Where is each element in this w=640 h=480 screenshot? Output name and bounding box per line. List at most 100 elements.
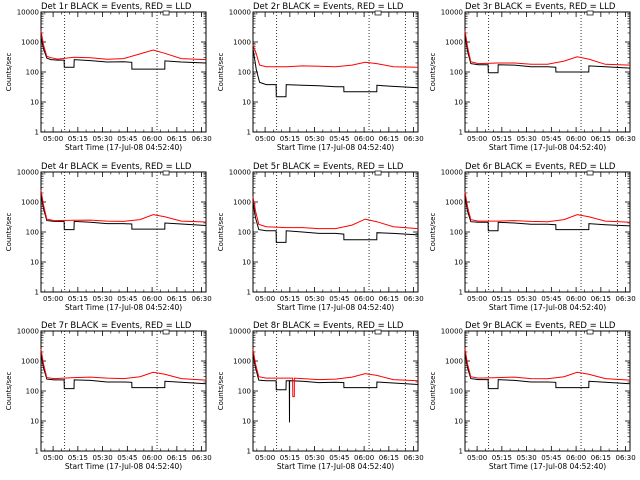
x-tick-label: 05:00 — [255, 295, 275, 303]
y-axis-label: Counts/sec — [5, 372, 13, 411]
x-tick-label: 05:45 — [329, 454, 349, 462]
x-tick-label: 06:30 — [404, 295, 424, 303]
x-tick-label: 05:00 — [467, 454, 487, 462]
panel-title: Det 9r BLACK = Events, RED = LLD — [465, 321, 616, 331]
x-tick-label: 05:30 — [305, 454, 325, 462]
x-tick-label: 05:30 — [93, 135, 113, 143]
lld-series-line — [464, 30, 631, 66]
x-tick-label: 05:30 — [517, 454, 537, 462]
panel-title: Det 1r BLACK = Events, RED = LLD — [41, 2, 192, 12]
y-tick-label: 1 — [35, 448, 39, 456]
marker-box — [586, 10, 594, 16]
y-tick-label: 100 — [26, 69, 39, 77]
lld-series-line — [252, 44, 419, 68]
y-tick-label: 10000 — [229, 328, 251, 336]
y-tick-label: 100 — [26, 388, 39, 396]
x-tick-label: 06:15 — [167, 295, 187, 303]
y-tick-label: 1 — [247, 129, 251, 137]
y-tick-label: 10000 — [229, 9, 251, 17]
y-tick-label: 10 — [242, 418, 251, 426]
x-tick-label: 06:15 — [379, 454, 399, 462]
y-tick-label: 10 — [454, 259, 463, 267]
x-tick-label: 05:15 — [68, 135, 88, 143]
lld-series-line — [40, 30, 207, 61]
detector-panel: Det 5r BLACK = Events, RED = LLD 1 10 100 10… — [217, 162, 424, 312]
x-tick-label: 05:45 — [541, 295, 561, 303]
x-tick-label: 05:15 — [492, 454, 512, 462]
y-tick-label: 100 — [450, 69, 463, 77]
x-tick-label: 06:30 — [192, 135, 212, 143]
plot-frame — [252, 330, 419, 452]
y-axis-label: Counts/sec — [429, 53, 437, 92]
x-axis-label: Start Time (17-Jul-08 04:52:40) — [65, 143, 182, 152]
x-tick-label: 06:15 — [167, 135, 187, 143]
marker-box — [374, 170, 382, 176]
y-tick-label: 100 — [450, 229, 463, 237]
y-tick-label: 10000 — [441, 328, 463, 336]
plot-frame — [252, 11, 419, 133]
lld-series-line — [40, 349, 207, 381]
marker-box — [374, 329, 382, 335]
y-tick-label: 10000 — [17, 328, 39, 336]
marker-box — [586, 170, 594, 176]
x-tick-label: 05:30 — [93, 454, 113, 462]
plot-frame — [40, 11, 207, 133]
x-tick-label: 05:15 — [280, 295, 300, 303]
y-tick-label: 10 — [30, 259, 39, 267]
events-series-line — [40, 194, 207, 231]
y-tick-label: 1 — [459, 129, 463, 137]
x-tick-label: 06:00 — [566, 295, 586, 303]
x-axis-label: Start Time (17-Jul-08 04:52:40) — [489, 303, 606, 312]
y-tick-label: 10 — [242, 259, 251, 267]
x-tick-label: 06:00 — [566, 454, 586, 462]
lld-series-line — [252, 349, 419, 398]
events-series-line — [252, 48, 419, 98]
y-axis-label: Counts/sec — [217, 53, 225, 92]
x-tick-label: 05:45 — [541, 454, 561, 462]
x-tick-label: 06:00 — [566, 135, 586, 143]
panel-title: Det 5r BLACK = Events, RED = LLD — [253, 162, 404, 172]
x-tick-label: 06:00 — [354, 295, 374, 303]
x-axis-label: Start Time (17-Jul-08 04:52:40) — [65, 303, 182, 312]
x-tick-label: 05:15 — [68, 295, 88, 303]
detector-panel: Det 9r BLACK = Events, RED = LLD 1 10 100 10… — [429, 321, 636, 471]
x-tick-label: 05:45 — [117, 135, 137, 143]
x-tick-label: 05:45 — [117, 454, 137, 462]
y-tick-label: 10000 — [441, 169, 463, 177]
events-series-line — [40, 353, 207, 390]
x-tick-label: 06:00 — [354, 454, 374, 462]
events-series-line — [40, 36, 207, 70]
y-tick-label: 1 — [459, 448, 463, 456]
plot-frame — [464, 11, 631, 133]
detector-panel: Det 1r BLACK = Events, RED = LLD 1 10 100 10… — [5, 2, 212, 152]
plot-frame — [252, 171, 419, 293]
x-tick-label: 06:15 — [591, 454, 611, 462]
plot-frame — [464, 171, 631, 293]
x-tick-label: 05:15 — [68, 454, 88, 462]
x-tick-label: 05:30 — [517, 135, 537, 143]
detector-panel: Det 4r BLACK = Events, RED = LLD 1 10 100 10… — [5, 162, 212, 312]
y-tick-label: 1 — [459, 289, 463, 297]
y-tick-label: 1000 — [21, 358, 39, 366]
y-tick-label: 1000 — [445, 358, 463, 366]
y-tick-label: 1000 — [445, 39, 463, 47]
y-tick-label: 1000 — [233, 39, 251, 47]
events-series-line — [464, 352, 631, 390]
marker-box — [162, 329, 170, 335]
x-tick-label: 06:30 — [192, 454, 212, 462]
detector-panel: Det 7r BLACK = Events, RED = LLD 1 10 100 10… — [5, 321, 212, 471]
x-tick-label: 05:15 — [280, 454, 300, 462]
x-tick-label: 06:00 — [354, 135, 374, 143]
y-tick-label: 1000 — [21, 39, 39, 47]
y-tick-label: 10000 — [17, 169, 39, 177]
x-tick-label: 05:45 — [329, 135, 349, 143]
x-tick-label: 05:30 — [517, 295, 537, 303]
panel-title: Det 6r BLACK = Events, RED = LLD — [465, 162, 616, 172]
x-tick-label: 05:30 — [305, 295, 325, 303]
x-tick-label: 05:15 — [492, 135, 512, 143]
y-axis-label: Counts/sec — [429, 372, 437, 411]
y-tick-label: 10 — [30, 99, 39, 107]
y-tick-label: 1 — [247, 289, 251, 297]
y-axis-label: Counts/sec — [217, 372, 225, 411]
